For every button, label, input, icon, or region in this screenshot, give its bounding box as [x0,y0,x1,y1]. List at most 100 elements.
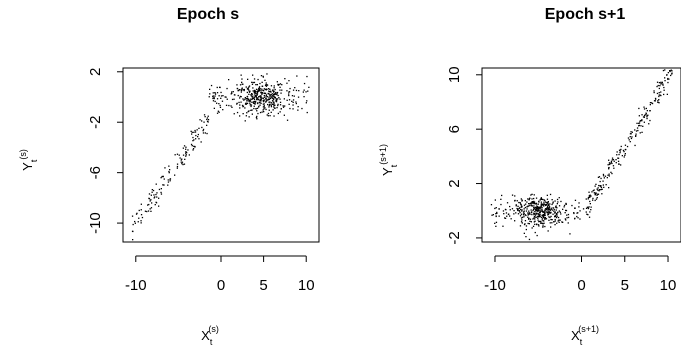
data-point [281,89,283,91]
data-point [612,165,615,167]
x-axis-label-sup: (s) [208,324,219,334]
data-point [545,204,547,207]
y-tick-label: 6 [446,125,463,133]
data-point [543,214,546,217]
data-point [273,107,276,109]
data-point [131,215,134,217]
data-point [178,154,180,156]
data-point [195,134,197,137]
data-point [523,214,525,216]
data-point [603,177,605,179]
data-point [524,206,526,209]
data-point [219,106,222,108]
data-point [185,151,187,153]
data-point [549,193,552,196]
data-point [241,87,243,89]
data-point [496,212,498,214]
data-point [549,208,551,211]
data-point [137,221,139,223]
data-point [162,184,164,186]
data-point [206,124,208,126]
data-point [218,95,220,97]
data-point [639,132,641,134]
data-point [670,69,672,71]
data-point [664,69,666,71]
data-point [608,159,610,161]
data-point [248,99,250,101]
data-point [280,108,282,110]
data-point [240,101,242,103]
data-point [266,73,268,75]
data-point [587,214,589,216]
data-point [233,98,235,100]
data-point [643,121,645,123]
data-point [492,214,494,216]
data-point [136,212,138,214]
data-point [547,203,549,205]
data-point [536,234,538,237]
data-point [663,86,665,89]
data-point [531,227,533,229]
data-point [297,109,299,111]
data-point [239,84,242,86]
data-point [509,209,511,211]
data-point [589,211,591,213]
data-point [535,213,537,216]
data-point [517,205,519,207]
data-point [263,108,265,110]
data-point [547,230,549,232]
data-point [254,100,256,103]
data-point [536,223,538,226]
data-point [218,103,220,105]
data-point [263,111,265,113]
data-point [207,115,209,117]
data-point [266,99,268,101]
data-point [589,203,591,205]
data-point [617,157,620,159]
data-point [557,201,559,203]
data-point [262,97,264,99]
data-point [284,78,286,80]
data-point [242,113,244,115]
data-point [635,135,637,137]
data-point [305,102,307,104]
data-point [602,173,605,176]
data-point [240,89,242,91]
data-point [520,198,522,200]
data-point [551,209,553,211]
data-point [538,211,541,214]
data-point [564,212,566,214]
data-point [549,211,551,214]
data-point [256,94,258,96]
data-point [599,180,601,183]
data-point [168,165,170,167]
data-point [631,131,633,133]
data-point [566,214,568,216]
data-point [636,127,639,129]
data-point [286,119,289,121]
data-point [253,93,256,95]
data-point [520,213,523,215]
data-point [544,209,546,211]
data-point [252,90,254,92]
data-point [534,203,536,205]
data-point [649,104,651,106]
data-point [549,209,551,212]
data-point [236,103,238,105]
data-point [541,203,543,206]
data-point [552,213,554,215]
data-point [500,198,502,200]
data-point [289,87,291,90]
data-point [164,167,166,169]
data-point [279,83,282,85]
data-point [528,217,530,219]
data-point [532,201,534,203]
data-point [523,232,525,234]
data-point [212,95,214,97]
data-point [253,98,256,101]
data-point [547,211,549,213]
y-axis: 10 6 2 -2 [446,66,483,245]
data-point [535,207,538,209]
data-point [242,98,244,100]
